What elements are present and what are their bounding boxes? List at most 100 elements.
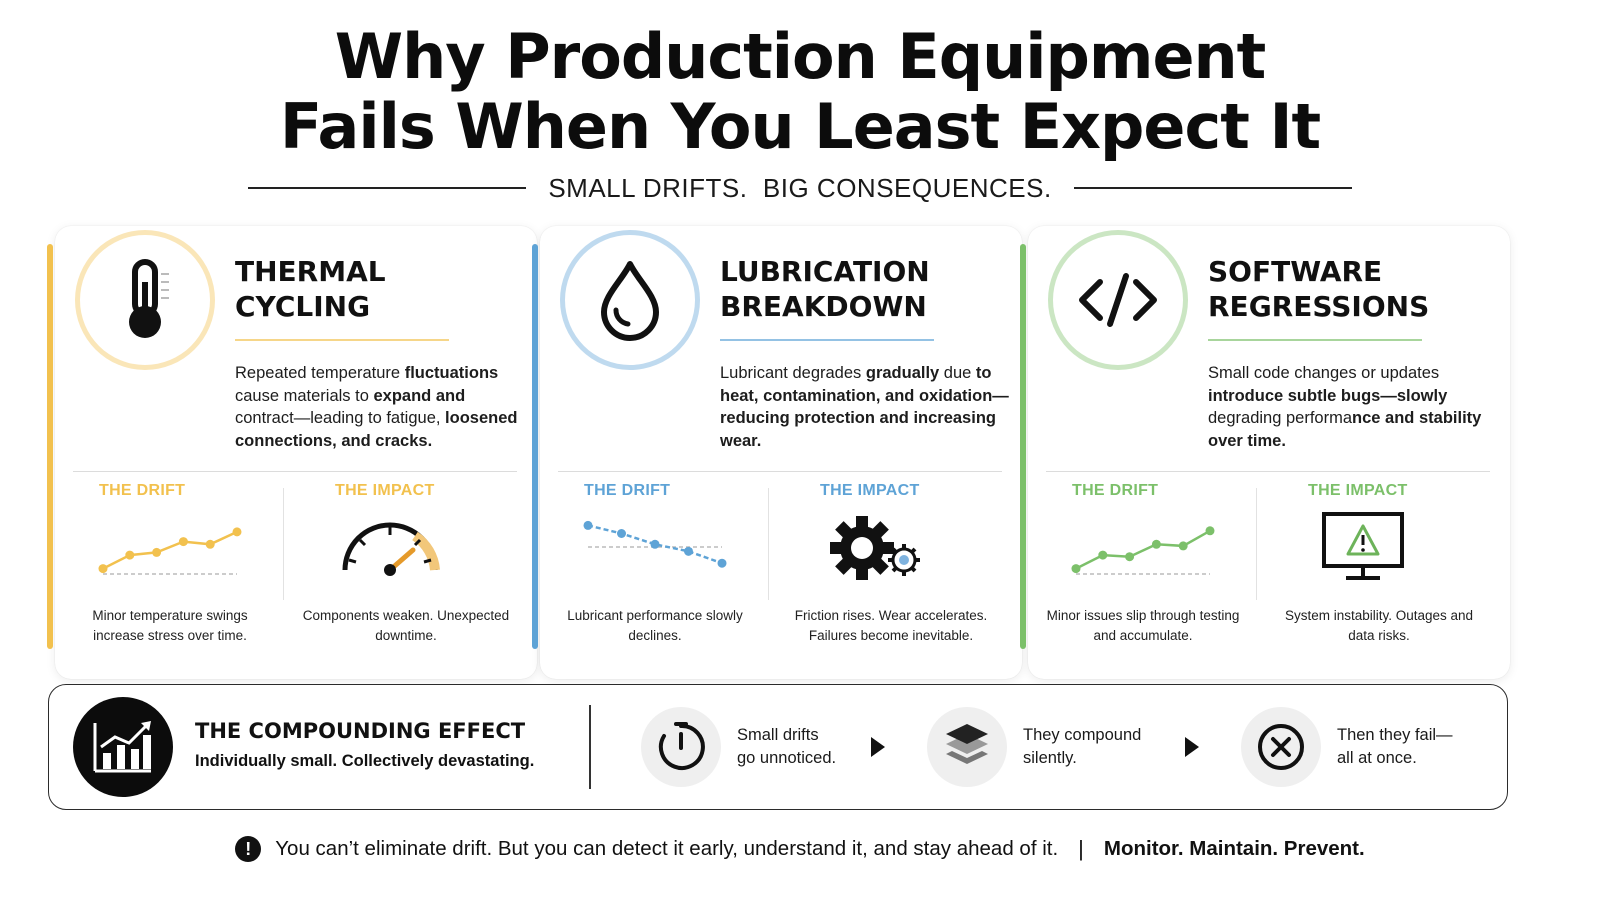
- page-title: Why Production Equipment Fails When You …: [0, 22, 1600, 162]
- drift-point: [98, 564, 108, 574]
- card-title-line-1: SOFTWARE: [1208, 255, 1383, 288]
- card-column-divider: [283, 488, 284, 600]
- subtitle-row: SMALL DRIFTS. BIG CONSEQUENCES.: [248, 168, 1353, 208]
- drift-label: THE DRIFT: [99, 482, 186, 499]
- card-description: Lubricant degrades gradually due to heat…: [720, 364, 1009, 450]
- card-title-line-1: LUBRICATION: [720, 255, 930, 288]
- card-column-divider: [1256, 488, 1257, 600]
- card-title-line-2: CYCLING: [235, 290, 371, 323]
- card-icon-ring: [560, 230, 700, 370]
- card-accent-bar: [47, 244, 53, 649]
- compounding-step-3: Then they fail— all at once.: [1241, 707, 1477, 787]
- card-accent-bar: [1020, 244, 1026, 649]
- card-lubrication-breakdown: LUBRICATION BREAKDOWN Lubricant degrades…: [532, 226, 1022, 679]
- subtitle-rule-left: [248, 187, 527, 189]
- impact-caption: Friction rises. Wear accelerates. Failur…: [794, 608, 988, 643]
- compounding-subtitle: Individually small. Collectively devasta…: [195, 752, 535, 770]
- card-title-line-2: BREAKDOWN: [720, 290, 927, 323]
- footer-separator: |: [1078, 836, 1084, 861]
- compounding-effect-box: THE COMPOUNDING EFFECT Individually smal…: [48, 684, 1508, 810]
- drift-trend-chart: [98, 527, 242, 575]
- card-description: Small code changes or updates introduce …: [1208, 364, 1482, 450]
- drift-point: [717, 558, 727, 568]
- drift-point: [1125, 552, 1135, 562]
- title-line-1: Why Production Equipment: [334, 20, 1267, 93]
- subtitle-rule-right: [1073, 187, 1353, 189]
- drift-point: [1071, 564, 1081, 574]
- rising-chart-icon: [73, 697, 173, 797]
- drift-trend-chart: [1071, 526, 1215, 575]
- step-text-line-2: go unnoticed.: [737, 749, 837, 767]
- drift-point: [650, 539, 660, 549]
- footer: ! You can’t eliminate drift. But you can…: [0, 836, 1600, 862]
- impact-caption: Components weaken. Unexpected downtime.: [302, 608, 510, 643]
- drift-caption: Minor issues slip through testing and ac…: [1046, 608, 1240, 643]
- step-text-line-1: They compound: [1023, 726, 1142, 744]
- subtitle: SMALL DRIFTS. BIG CONSEQUENCES.: [548, 172, 1052, 203]
- step-text: Then they fail— all at once.: [1337, 724, 1477, 770]
- compounding-step-1: Small drifts go unnoticed.: [641, 707, 877, 787]
- impact-label: THE IMPACT: [820, 482, 920, 499]
- card-software-regressions: SOFTWARE REGRESSIONS Small code changes …: [1020, 226, 1510, 679]
- compounding-step-2: They compound silently.: [927, 707, 1163, 787]
- drift-point: [1178, 541, 1188, 551]
- card-description: Repeated temperature fluctuations cause …: [235, 364, 518, 450]
- card-title-underline: [1208, 339, 1422, 341]
- card-title: SOFTWARE REGRESSIONS: [1208, 254, 1429, 324]
- card-title-underline: [720, 339, 934, 341]
- card-thermal-cycling: THERMAL CYCLING Repeated temperature flu…: [47, 226, 537, 679]
- drift-point: [152, 547, 162, 557]
- step-arrow-2: [1185, 737, 1199, 757]
- drift-line: [102, 530, 238, 570]
- card-title: THERMAL CYCLING: [235, 254, 386, 324]
- impact-label: THE IMPACT: [1308, 482, 1408, 499]
- footer-message: You can’t eliminate drift. But you can d…: [275, 837, 1059, 860]
- card-icon-ring: [75, 230, 215, 370]
- step-arrow-1: [871, 737, 885, 757]
- drift-caption: Minor temperature swings increase stress…: [92, 608, 248, 643]
- card-divider: [73, 471, 517, 472]
- alert-icon: !: [235, 836, 262, 862]
- card-title-line-2: REGRESSIONS: [1208, 290, 1430, 323]
- compounding-title: THE COMPOUNDING EFFECT: [195, 719, 526, 743]
- drift-point: [178, 537, 188, 547]
- drift-point: [583, 520, 593, 530]
- step-text: Small drifts go unnoticed.: [737, 724, 877, 770]
- thermometer-icon: [129, 259, 169, 338]
- water-drop-icon: [601, 261, 659, 341]
- card-title: LUBRICATION BREAKDOWN: [720, 254, 930, 324]
- step-text-line-1: Small drifts: [737, 726, 819, 744]
- x-circle-icon: [1241, 707, 1321, 787]
- card-divider: [558, 471, 1002, 472]
- drift-point: [205, 539, 215, 549]
- card-title-underline: [235, 339, 449, 341]
- drift-point: [1098, 550, 1108, 560]
- card-column-divider: [768, 488, 769, 600]
- footer-motto: Monitor. Maintain. Prevent.: [1103, 837, 1365, 860]
- step-text-line-2: all at once.: [1337, 749, 1417, 767]
- code-brackets-icon: [1079, 273, 1157, 327]
- gears-icon: [830, 516, 920, 580]
- drift-point: [125, 550, 135, 560]
- drift-label: THE DRIFT: [584, 482, 671, 499]
- card-title-line-1: THERMAL: [235, 255, 386, 288]
- impact-caption: System instability. Outages and data ris…: [1284, 608, 1474, 643]
- drift-point: [1205, 526, 1215, 536]
- step-text: They compound silently.: [1023, 724, 1163, 770]
- drift-point: [1151, 539, 1161, 549]
- drift-point: [232, 527, 242, 537]
- drift-point: [617, 529, 626, 538]
- step-text-line-2: silently.: [1023, 749, 1077, 767]
- impact-label: THE IMPACT: [335, 482, 435, 499]
- card-accent-bar: [532, 244, 538, 649]
- drift-line: [1075, 529, 1211, 570]
- gauge-icon: [342, 522, 440, 576]
- timer-icon: [641, 707, 721, 787]
- layers-icon: [927, 707, 1007, 787]
- drift-point: [684, 546, 693, 556]
- monitor-warning-icon: [1322, 512, 1404, 580]
- drift-label: THE DRIFT: [1072, 482, 1159, 499]
- step-text-line-1: Then they fail—: [1337, 726, 1453, 744]
- drift-trend-chart: [583, 520, 727, 568]
- title-line-2: Fails When You Least Expect It: [279, 90, 1321, 163]
